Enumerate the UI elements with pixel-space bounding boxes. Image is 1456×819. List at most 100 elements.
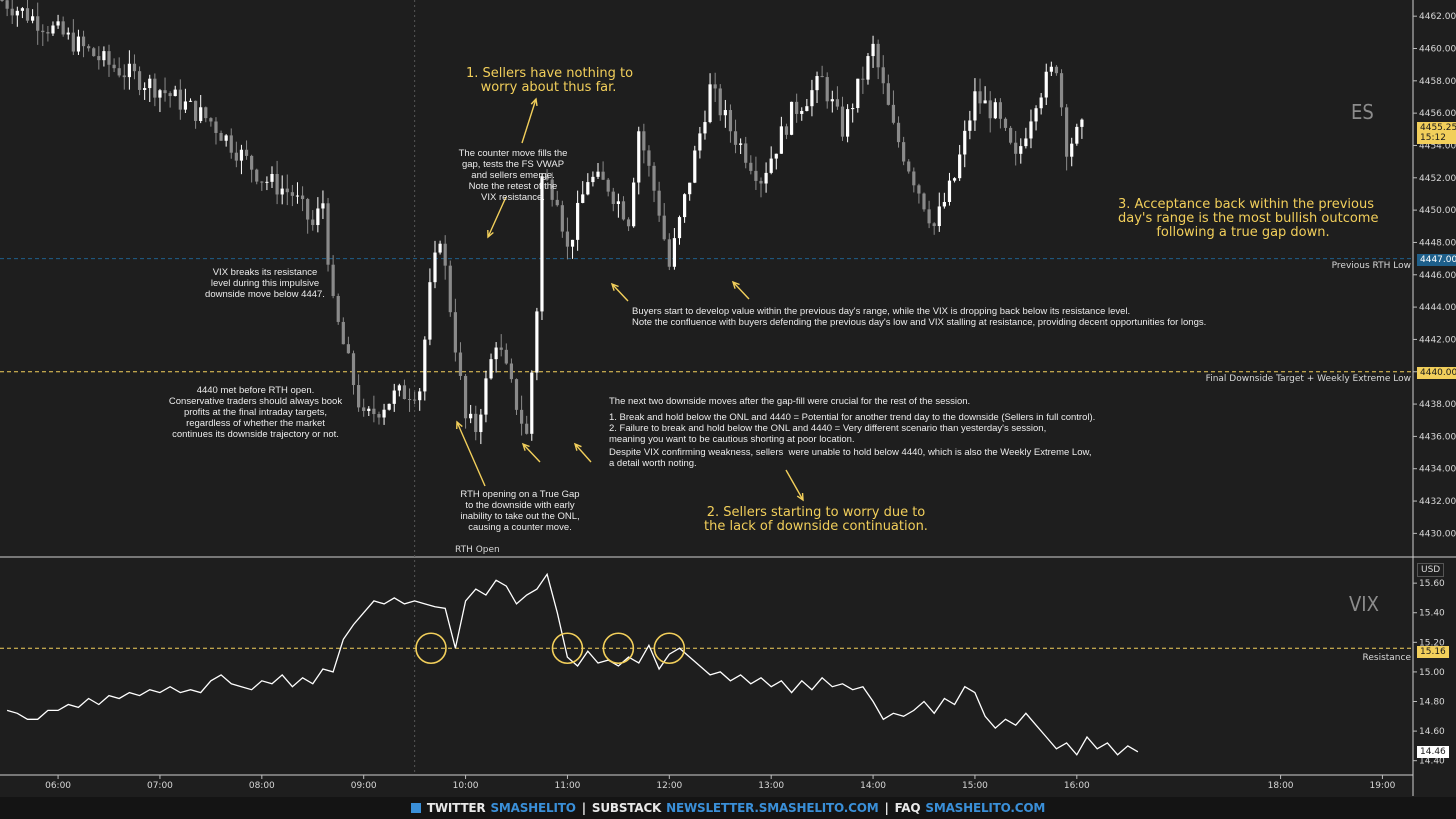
- es-candle-body: [168, 93, 172, 97]
- es-candle-body: [591, 176, 595, 183]
- es-candle-body: [397, 385, 401, 391]
- es-candle-body: [1070, 143, 1074, 157]
- es-candle-body: [285, 188, 289, 193]
- faq-link[interactable]: SMASHELITO.COM: [925, 801, 1046, 815]
- annotation-arrow-head: [731, 280, 740, 289]
- es-candle-body: [0, 0, 4, 1]
- es-candle-body: [902, 142, 906, 162]
- es-candle-body: [66, 32, 70, 35]
- es-candle-body: [270, 173, 274, 182]
- es-candle-body: [856, 78, 860, 109]
- es-candle-body: [265, 181, 269, 183]
- previous-rth-low-label: Previous RTH Low: [1331, 261, 1411, 271]
- es-candle-body: [178, 89, 182, 110]
- es-candle-body: [1034, 108, 1038, 122]
- vix-y-tick-label: 14.60: [1419, 727, 1445, 737]
- es-candle-body: [443, 243, 447, 266]
- es-candle-body: [723, 110, 727, 116]
- es-y-tick-label: 4452.00: [1419, 174, 1456, 184]
- es-candle-body: [382, 409, 386, 418]
- es-candle-body: [570, 239, 575, 247]
- es-candle-body: [744, 143, 748, 163]
- twitter-link[interactable]: SMASHELITO: [490, 801, 576, 815]
- es-candle-body: [117, 68, 121, 76]
- es-y-tick-label: 4434.00: [1419, 465, 1456, 475]
- es-candle-body: [667, 239, 671, 267]
- es-candle-body: [132, 63, 137, 72]
- es-candle-body: [540, 176, 544, 312]
- brand-square-icon: [410, 803, 421, 813]
- es-candle-body: [647, 150, 651, 166]
- x-tick-label: 07:00: [147, 781, 173, 791]
- bar-countdown: 15:12: [1420, 133, 1446, 143]
- es-symbol-label: ES: [1351, 100, 1374, 124]
- x-tick-label: 09:00: [351, 781, 377, 791]
- x-tick-label: 12:00: [656, 781, 682, 791]
- es-candle-body: [616, 201, 620, 204]
- es-candle-body: [295, 195, 300, 197]
- es-candle-body: [749, 162, 753, 171]
- es-candle-body: [912, 171, 916, 186]
- es-candle-body: [219, 132, 223, 141]
- annotation-arrow-shaft: [521, 98, 537, 144]
- substack-link[interactable]: NEWSLETTER.SMASHELITO.COM: [666, 801, 879, 815]
- x-tick-label: 18:00: [1268, 781, 1294, 791]
- es-y-tick-label: 4462.00: [1419, 12, 1456, 22]
- es-candle-body: [632, 182, 636, 227]
- es-candle-body: [1065, 107, 1069, 157]
- vix-resistance-tag: 15.16: [1417, 646, 1449, 658]
- es-candle-body: [107, 51, 111, 65]
- twitter-label: TWITTER: [426, 801, 486, 815]
- es-candle-body: [774, 153, 778, 159]
- es-candle-body: [769, 158, 773, 173]
- currency-button[interactable]: USD: [1417, 563, 1445, 577]
- es-candle-body: [550, 179, 554, 200]
- final-downside-target-label: Final Downside Target + Weekly Extreme L…: [1205, 374, 1411, 384]
- es-candle-body: [336, 295, 340, 322]
- es-candle-body: [341, 321, 345, 345]
- es-candle-body: [871, 43, 875, 57]
- es-candle-body: [917, 185, 921, 194]
- annotation-arrow-shaft: [785, 469, 804, 501]
- es-candle-body: [718, 88, 722, 116]
- es-candle-body: [61, 21, 65, 35]
- es-candle-body: [1039, 97, 1043, 109]
- es-candle-body: [759, 180, 763, 184]
- vix-y-tick-label: 14.80: [1419, 698, 1445, 708]
- es-y-tick-label: 4432.00: [1419, 497, 1456, 507]
- es-candle-body: [300, 195, 305, 200]
- es-candle-body: [137, 71, 142, 90]
- es-candle-body: [514, 379, 519, 410]
- es-candle-body: [626, 219, 631, 227]
- es-candle-body: [367, 408, 371, 412]
- annotation-downside-moves-items: 1. Break and hold below the ONL and 4440…: [609, 412, 1096, 445]
- es-candle-body: [932, 223, 936, 227]
- rth-open-label: RTH Open: [455, 545, 500, 555]
- es-candle-body: [163, 90, 167, 94]
- es-y-tick-label: 4450.00: [1419, 206, 1456, 216]
- es-candle-body: [41, 30, 45, 33]
- es-candle-body: [402, 385, 407, 400]
- vix-resistance-test-circle: [551, 632, 584, 665]
- es-candle-body: [993, 102, 997, 119]
- es-candle-body: [922, 193, 926, 210]
- vix-line-series: [6, 572, 1139, 756]
- es-candle-body: [458, 352, 463, 376]
- es-candle-body: [97, 56, 101, 61]
- annotation-arrow-head: [521, 442, 530, 451]
- es-candle-body: [988, 100, 992, 119]
- es-candle-body: [229, 135, 233, 153]
- es-candle-body: [122, 75, 126, 78]
- es-candle-body: [392, 390, 396, 404]
- es-y-tick-label: 4456.00: [1419, 109, 1456, 119]
- annotation-sellers-starting-to-worry: 2. Sellers starting to worry due to the …: [704, 505, 928, 534]
- es-y-tick-label: 4444.00: [1419, 303, 1456, 313]
- vix-symbol-label: VIX: [1349, 592, 1379, 616]
- es-candle-body: [896, 122, 901, 143]
- es-candle-body: [677, 217, 682, 239]
- es-candle-body: [30, 16, 35, 21]
- es-candle-body: [1014, 142, 1018, 154]
- es-candle-body: [183, 101, 188, 110]
- es-candle-body: [698, 133, 702, 151]
- es-candle-body: [886, 83, 890, 105]
